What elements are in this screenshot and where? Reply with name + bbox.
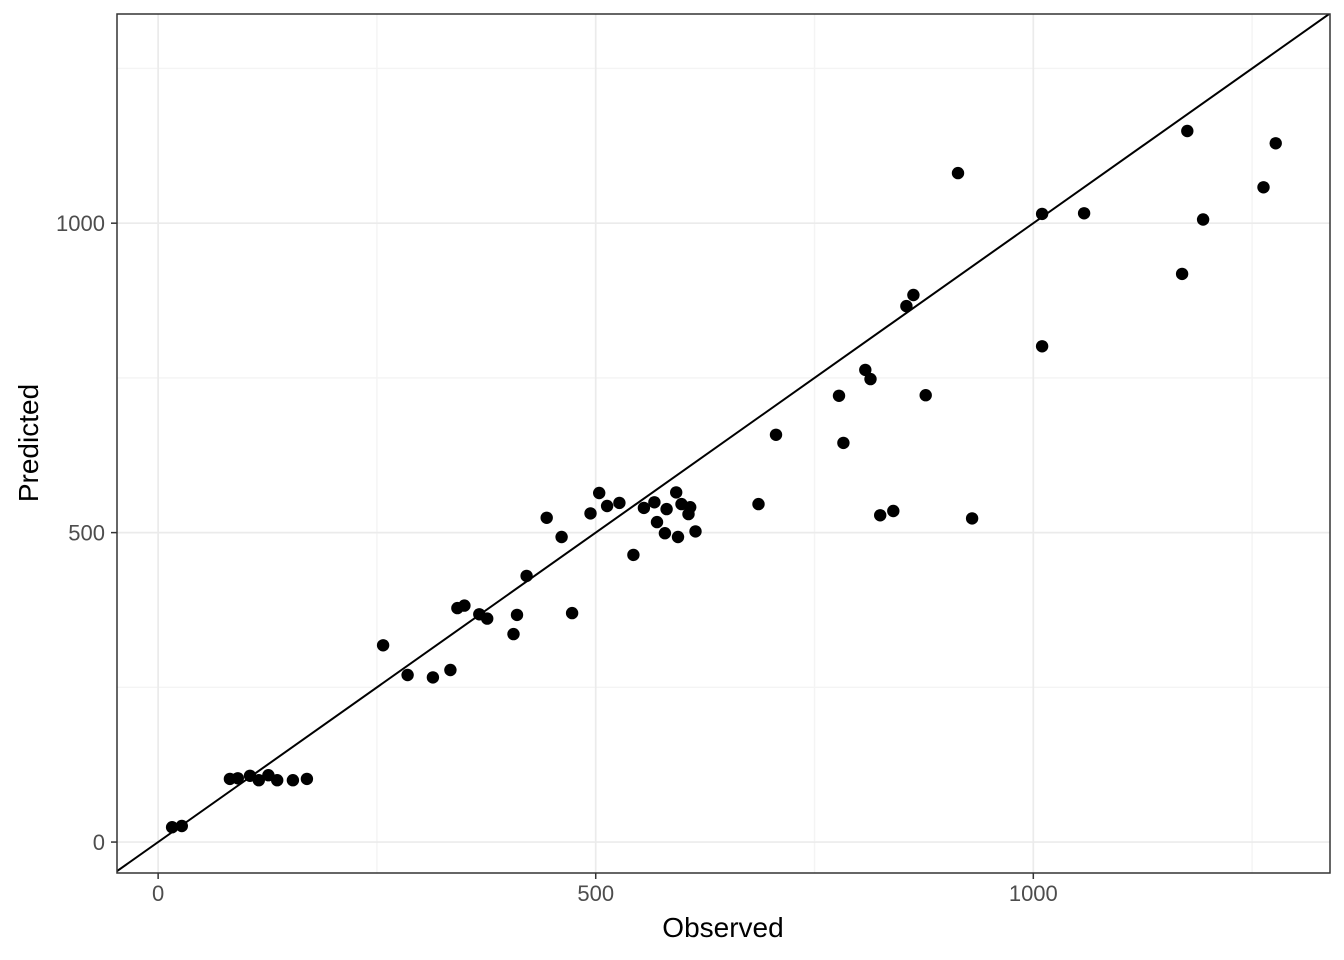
grid-major-lines [117,14,1330,873]
data-point [444,663,457,677]
data-point [965,512,979,525]
panel-border [116,13,1331,874]
data-point [1196,213,1210,226]
data-point [907,288,920,302]
y-tick-label: 1000 [56,211,105,236]
data-point [752,497,765,511]
data-point [951,166,965,180]
data-point [481,612,494,625]
x-tick-label: 500 [577,881,614,906]
data-point [769,428,783,441]
data-point [555,530,568,544]
data-point [859,363,872,377]
data-point [520,569,533,583]
data-point [832,389,846,402]
data-point [1077,207,1091,220]
data-point [919,389,932,402]
data-point [1035,340,1049,353]
y-axis-tick-labels: 0 500 1000 [56,211,105,855]
data-point [874,509,887,522]
data-points [165,124,1282,834]
data-point [426,671,440,684]
data-point [648,496,661,509]
y-axis-title: Predicted [13,384,44,502]
x-axis-tick-labels: 0 500 1000 [152,881,1058,906]
data-point [231,772,244,785]
data-point [1035,207,1049,221]
data-point [650,515,664,529]
data-point [671,530,685,544]
data-point [175,819,188,833]
data-point [165,821,179,834]
data-point [837,436,850,450]
data-point [600,499,614,513]
data-point [1269,137,1282,150]
axis-tick-marks [111,222,1035,879]
data-point [887,504,900,518]
data-point [670,486,683,499]
data-point [684,501,697,514]
data-point [1257,181,1270,194]
data-point [300,772,314,786]
data-point [252,774,265,787]
x-tick-label: 1000 [1009,881,1058,906]
x-tick-label: 0 [152,881,164,906]
data-point [658,527,672,540]
data-point [540,511,553,524]
data-point [458,599,471,612]
data-point [637,501,651,515]
data-point [507,627,520,641]
grid-minor-lines [117,14,1330,873]
x-axis-title: Observed [662,912,783,943]
data-point [376,639,390,652]
y-tick-label: 0 [93,830,105,855]
data-point [1175,267,1189,281]
data-point [565,606,579,620]
data-point [593,486,606,500]
identity-reference-line [117,14,1330,873]
data-point [286,774,300,787]
data-point [613,496,626,510]
data-point [401,668,414,682]
data-point [1181,124,1194,138]
data-point [660,502,673,516]
data-point [627,548,640,562]
identity-line [117,14,1330,873]
data-point [510,608,524,622]
data-point [689,525,702,538]
data-point [864,372,877,386]
data-point [271,774,284,787]
data-point [584,507,597,520]
y-tick-label: 500 [68,521,105,546]
data-point [900,299,913,313]
